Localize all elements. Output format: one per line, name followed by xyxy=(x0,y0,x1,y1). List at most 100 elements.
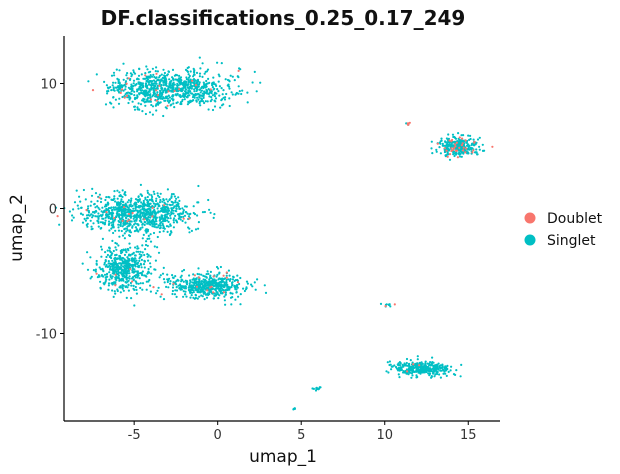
singlet-point xyxy=(199,285,202,288)
singlet-point xyxy=(107,87,110,90)
singlet-point xyxy=(216,291,219,294)
singlet-point xyxy=(108,268,112,271)
doublet-point xyxy=(95,272,98,275)
singlet-point xyxy=(141,251,144,254)
doublet-point xyxy=(446,155,449,158)
singlet-point xyxy=(200,294,203,297)
singlet-point xyxy=(139,212,142,215)
singlet-point xyxy=(112,212,115,215)
singlet-point xyxy=(204,279,207,282)
singlet-point xyxy=(132,278,135,281)
singlet-point xyxy=(446,364,449,367)
singlet-point xyxy=(444,372,447,375)
singlet-point xyxy=(190,285,193,288)
singlet-point xyxy=(436,370,439,374)
singlet-point xyxy=(147,271,151,274)
doublet-point xyxy=(120,88,124,91)
singlet-point xyxy=(417,371,420,374)
singlet-point xyxy=(235,291,238,294)
singlet-point xyxy=(219,265,222,269)
singlet-point xyxy=(158,96,161,99)
singlet-point xyxy=(462,144,465,147)
singlet-point xyxy=(116,89,119,92)
singlet-point xyxy=(110,277,113,280)
singlet-point xyxy=(166,280,169,284)
singlet-point xyxy=(128,264,131,267)
singlet-point xyxy=(473,151,477,154)
singlet-point xyxy=(133,304,136,307)
singlet-point xyxy=(125,74,128,77)
singlet-point xyxy=(154,203,157,206)
singlet-point xyxy=(135,288,138,291)
singlet-point xyxy=(235,288,238,291)
singlet-point xyxy=(166,99,169,102)
singlet-point xyxy=(131,267,134,270)
singlet-point xyxy=(429,367,432,370)
singlet-point xyxy=(436,372,439,376)
singlet-point xyxy=(465,141,468,144)
singlet-point xyxy=(134,201,138,204)
singlet-point xyxy=(214,287,218,290)
singlet-point xyxy=(142,199,145,203)
singlet-point xyxy=(127,254,130,257)
singlet-point xyxy=(145,228,148,231)
singlet-point xyxy=(215,84,218,87)
singlet-point xyxy=(122,274,126,277)
singlet-point xyxy=(231,292,234,295)
singlet-point xyxy=(215,265,219,269)
singlet-point xyxy=(110,227,113,230)
singlet-point xyxy=(162,96,165,99)
singlet-point xyxy=(128,98,131,101)
singlet-point xyxy=(124,227,127,230)
singlet-point xyxy=(245,287,248,290)
singlet-point xyxy=(113,197,116,200)
doublet-point xyxy=(172,282,175,285)
singlet-point xyxy=(193,281,196,284)
singlet-point xyxy=(105,264,108,267)
singlet-point xyxy=(143,203,146,206)
doublet-point xyxy=(121,219,124,222)
singlet-point xyxy=(430,376,433,379)
singlet-point xyxy=(102,275,105,278)
singlet-point xyxy=(188,74,191,78)
singlet-point xyxy=(120,251,123,254)
singlet-point xyxy=(138,92,141,95)
singlet-point xyxy=(251,285,254,288)
singlet-point xyxy=(102,270,105,273)
singlet-point xyxy=(441,365,444,368)
singlet-point xyxy=(174,214,177,217)
singlet-point xyxy=(112,71,116,74)
doublet-point xyxy=(173,89,176,93)
singlet-point xyxy=(194,294,198,297)
singlet-point xyxy=(205,82,208,85)
singlet-point xyxy=(126,229,129,232)
singlet-point xyxy=(196,214,199,217)
singlet-point xyxy=(112,226,115,229)
singlet-point xyxy=(170,207,173,210)
singlet-point xyxy=(241,89,244,92)
singlet-point xyxy=(155,220,158,223)
singlet-point xyxy=(213,95,217,98)
doublet-point xyxy=(212,291,215,294)
singlet-point xyxy=(197,286,200,289)
singlet-point xyxy=(398,369,401,372)
singlet-point xyxy=(125,296,128,299)
singlet-point xyxy=(414,365,417,368)
singlet-point xyxy=(239,68,242,71)
singlet-point xyxy=(154,80,158,83)
singlet-point xyxy=(237,295,240,298)
singlet-point xyxy=(124,85,127,88)
singlet-point xyxy=(120,262,123,265)
singlet-point xyxy=(211,108,215,112)
singlet-point xyxy=(421,370,424,374)
singlet-point xyxy=(164,83,167,86)
singlet-point xyxy=(125,276,128,279)
singlet-point xyxy=(138,108,141,111)
singlet-point xyxy=(188,274,191,277)
singlet-point xyxy=(246,101,249,104)
singlet-point xyxy=(413,366,416,369)
singlet-point xyxy=(139,183,142,186)
singlet-point xyxy=(456,144,459,147)
singlet-point xyxy=(438,373,441,376)
singlet-point xyxy=(398,364,402,367)
